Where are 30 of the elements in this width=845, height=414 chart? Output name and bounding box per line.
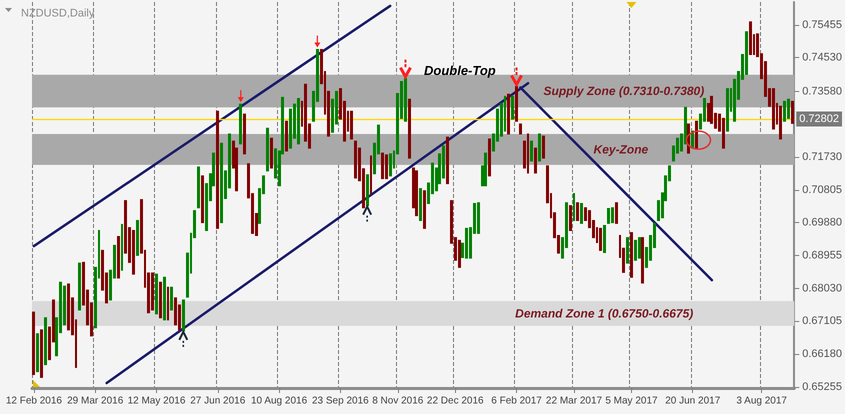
y-tick-label: 0.66180 xyxy=(802,348,842,360)
y-tick-label: 0.74530 xyxy=(802,52,842,64)
x-tick-label: 6 Feb 2017 xyxy=(491,396,542,406)
x-tick-label: 8 Nov 2016 xyxy=(372,396,424,406)
y-tick-label: 0.68955 xyxy=(802,249,842,262)
x-tick-label: 22 Mar 2017 xyxy=(546,396,602,406)
x-tick-label: 3 Aug 2017 xyxy=(736,396,788,406)
x-tick-label: 20 Jun 2017 xyxy=(665,396,721,406)
y-tick-label: 0.67105 xyxy=(802,315,842,328)
y-tick-label: 0.65255 xyxy=(802,380,842,393)
y-tick-label: 0.71730 xyxy=(802,151,842,164)
x-tick-label: 22 Dec 2016 xyxy=(426,396,484,406)
y-tick-label: 0.73580 xyxy=(802,85,842,98)
x-tick-label: 10 Aug 2016 xyxy=(250,396,308,406)
band-label: Demand Zone 1 (0.6750-0.6675) xyxy=(515,306,694,320)
band-label: Key-Zone xyxy=(594,142,649,156)
y-tick-label: 0.68030 xyxy=(802,282,842,294)
band-label: Supply Zone (0.7310-0.7380) xyxy=(544,84,704,98)
x-tick-label: 23 Sep 2016 xyxy=(312,396,370,406)
annotation: Double-Top xyxy=(424,63,496,78)
x-tick-label: 29 Mar 2016 xyxy=(67,396,124,406)
ref-line-label: 0.72802 xyxy=(799,113,840,126)
x-tick-label: 12 May 2016 xyxy=(128,396,186,406)
text: NZDUSD,Daily xyxy=(21,8,95,20)
x-tick-label: 12 Feb 2016 xyxy=(6,396,62,406)
x-tick-label: 27 Jun 2016 xyxy=(190,396,246,406)
y-tick-label: 0.69880 xyxy=(802,216,842,229)
x-tick-label: 5 May 2017 xyxy=(605,396,658,406)
y-tick-label: 0.70805 xyxy=(802,184,842,196)
y-tick-label: 0.75455 xyxy=(802,18,842,31)
